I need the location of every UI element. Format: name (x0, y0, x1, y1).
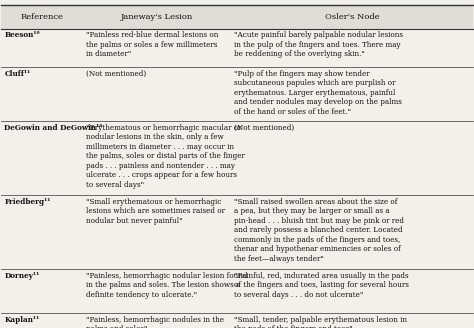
Text: "Acute painful barely palpable nodular lesions
in the pulp of the fingers and to: "Acute painful barely palpable nodular l… (234, 31, 403, 58)
Text: Reference: Reference (21, 13, 64, 21)
Text: "Painful, red, indurated area usually in the pads
of the fingers and toes, lasti: "Painful, red, indurated area usually in… (234, 272, 409, 298)
Text: Cluff¹¹: Cluff¹¹ (4, 70, 30, 78)
Text: (Not mentioned): (Not mentioned) (86, 70, 146, 78)
Bar (1, 5, 473, 29)
Text: (Not mentioned): (Not mentioned) (234, 124, 294, 132)
Text: DeGowin and DeGowin¹⁰: DeGowin and DeGowin¹⁰ (4, 124, 103, 132)
Text: "Painless, hemorrhagic nodules in the
palms and soles": "Painless, hemorrhagic nodules in the pa… (86, 316, 224, 328)
Text: "Erythematous or hemorrhagic macular or
nodular lesions in the skin, only a few
: "Erythematous or hemorrhagic macular or … (86, 124, 245, 189)
Text: Friedberg¹¹: Friedberg¹¹ (4, 198, 51, 206)
Text: "Small erythematous or hemorrhagic
lesions which are sometimes raised or
nodular: "Small erythematous or hemorrhagic lesio… (86, 198, 225, 225)
Text: "Painless red-blue dermal lesions on
the palms or soles a few millimeters
in dia: "Painless red-blue dermal lesions on the… (86, 31, 218, 58)
Text: Beeson¹⁰: Beeson¹⁰ (4, 31, 40, 39)
Text: Janeway's Lesion: Janeway's Lesion (121, 13, 193, 21)
Text: "Pulp of the fingers may show tender
subcutaneous papules which are purplish or
: "Pulp of the fingers may show tender sub… (234, 70, 402, 116)
Text: "Small raised swollen areas about the size of
a pea, but they may be larger or s: "Small raised swollen areas about the si… (234, 198, 404, 263)
Text: "Small, tender, palpable erythematous lesion in
the pads of the fingers and toes: "Small, tender, palpable erythematous le… (234, 316, 407, 328)
Text: Osler's Node: Osler's Node (325, 13, 379, 21)
Text: Dorney¹¹: Dorney¹¹ (4, 272, 39, 279)
Text: "Painless, hemorrhagic nodular lesion found
in the palms and soles. The lesion s: "Painless, hemorrhagic nodular lesion fo… (86, 272, 247, 298)
Text: Kaplan¹¹: Kaplan¹¹ (4, 316, 39, 324)
